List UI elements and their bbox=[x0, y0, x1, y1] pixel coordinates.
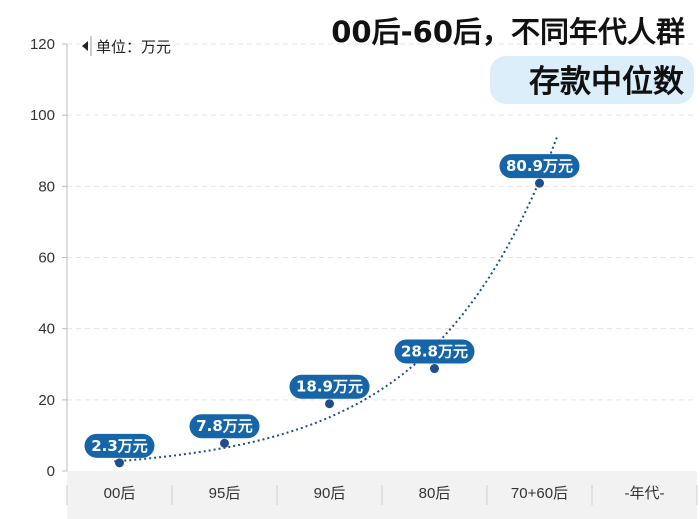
y-tick-label: 80 bbox=[38, 178, 55, 195]
data-label-background bbox=[394, 339, 475, 364]
y-tick-label: 40 bbox=[38, 321, 55, 338]
data-label: 7.8万元 bbox=[189, 414, 260, 439]
data-label-text: 28.8万元 bbox=[401, 343, 468, 361]
unit-label: 单位：万元 bbox=[82, 36, 171, 56]
data-label-background bbox=[84, 433, 155, 458]
chart-title: 00后-60后，不同年代人群 bbox=[331, 15, 685, 49]
y-tick-label: 100 bbox=[30, 107, 55, 124]
data-point bbox=[325, 399, 334, 409]
trend-line bbox=[114, 135, 559, 463]
x-category-label: 90后 bbox=[314, 485, 346, 502]
data-label-background bbox=[289, 374, 370, 399]
data-point bbox=[220, 438, 229, 448]
subtitle-background bbox=[490, 56, 694, 104]
y-tick-label: 60 bbox=[38, 250, 55, 267]
x-category-label: 70+60后 bbox=[511, 485, 568, 502]
data-label-text: 2.3万元 bbox=[91, 437, 148, 455]
data-label-text: 7.8万元 bbox=[196, 417, 253, 435]
unit-label-text: 单位：万元 bbox=[96, 38, 171, 56]
triangle-left-icon bbox=[82, 41, 88, 51]
chart-subtitle: 存款中位数 bbox=[529, 64, 684, 100]
data-label: 80.9万元 bbox=[499, 154, 580, 179]
grid bbox=[62, 43, 697, 472]
data-point bbox=[535, 178, 544, 188]
data-points bbox=[115, 178, 544, 468]
x-category-label: 00后 bbox=[104, 485, 136, 502]
data-label-text: 80.9万元 bbox=[506, 157, 573, 175]
y-tick-labels: 0 20 40 60 80 100 120 bbox=[30, 36, 55, 480]
y-tick-label: 0 bbox=[47, 463, 55, 480]
x-axis-title: -年代- bbox=[625, 485, 665, 502]
data-label-background bbox=[499, 154, 580, 179]
x-category-labels: 00后 95后 90后 80后 70+60后 -年代- bbox=[66, 485, 698, 505]
y-tick-label: 120 bbox=[30, 36, 55, 53]
data-labels: 2.3万元 7.8万元 18.9万元 28.8万元 80.9万元 bbox=[84, 154, 580, 458]
data-label: 28.8万元 bbox=[394, 339, 475, 364]
y-tick-label: 20 bbox=[38, 392, 55, 409]
data-label: 18.9万元 bbox=[289, 374, 370, 399]
data-label-text: 18.9万元 bbox=[296, 378, 363, 396]
data-point bbox=[115, 458, 124, 468]
x-category-label: 95后 bbox=[209, 485, 241, 502]
data-label-background bbox=[189, 414, 260, 439]
data-label: 2.3万元 bbox=[84, 433, 155, 458]
data-point bbox=[430, 364, 439, 374]
x-category-label: 80后 bbox=[419, 485, 451, 502]
